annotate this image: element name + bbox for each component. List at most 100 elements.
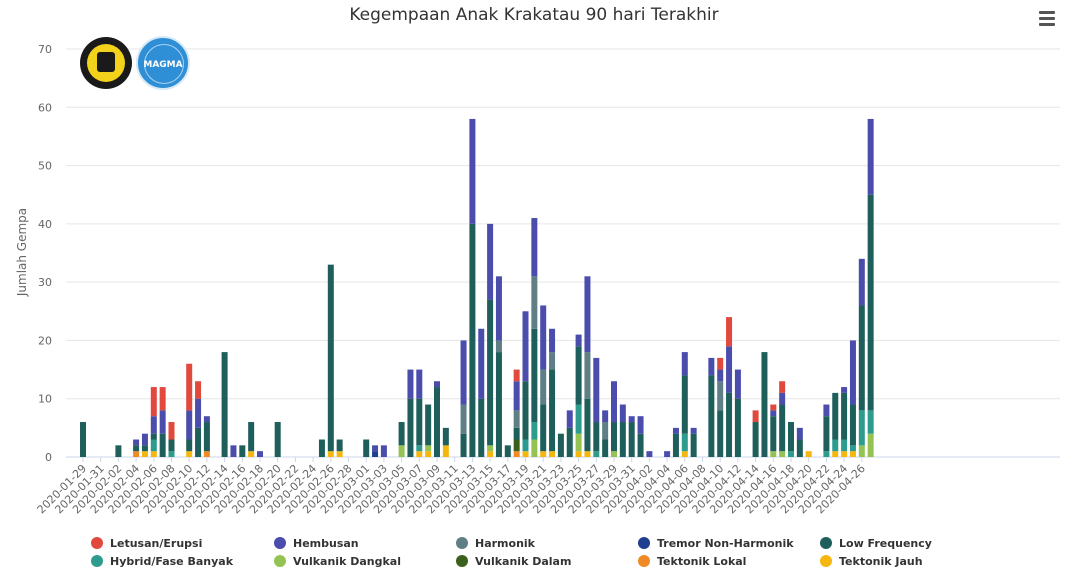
legend-swatch <box>91 555 103 567</box>
bar-segment <box>203 416 210 423</box>
bar-segment <box>575 346 582 405</box>
chart-menu-button[interactable] <box>1030 6 1064 30</box>
bar-segment <box>168 439 175 452</box>
bar-segment <box>849 445 856 452</box>
y-tick-label: 30 <box>38 276 52 289</box>
bar-segment <box>858 445 865 457</box>
bar-segment <box>416 445 423 452</box>
bar-segment <box>672 433 679 457</box>
bar-segment <box>141 451 148 457</box>
bar-segment <box>425 445 432 452</box>
bar-segment <box>849 404 856 446</box>
bar-segment <box>681 375 688 434</box>
bar-segment <box>460 404 467 434</box>
bar-segment <box>726 346 733 393</box>
legend-swatch <box>456 555 468 567</box>
magma-logo-ring <box>144 44 184 84</box>
bar-segment <box>681 352 688 376</box>
bar-segment <box>372 451 379 457</box>
bar-segment <box>611 451 617 457</box>
bar-segment <box>788 451 794 457</box>
bar-segment <box>841 392 848 440</box>
bar-segment <box>504 445 511 457</box>
bar-segment <box>186 363 193 411</box>
esdm-logo <box>80 37 132 89</box>
bar-segment <box>531 439 538 457</box>
legend-swatch <box>820 537 832 549</box>
y-tick-label: 50 <box>38 160 52 173</box>
bar-segment <box>549 352 556 370</box>
bar-segment <box>672 427 679 434</box>
bar-segment <box>761 352 768 457</box>
bar-segment <box>752 422 759 457</box>
y-tick-label: 10 <box>38 393 52 406</box>
bar-segment <box>230 445 237 457</box>
bar-segment <box>549 369 556 452</box>
bar-segment <box>336 439 343 452</box>
bar-segment <box>637 416 644 434</box>
bar-segment <box>734 398 741 457</box>
bar-segment <box>434 381 440 388</box>
y-axis-ticks: 0 10 20 30 40 50 60 70 <box>38 43 52 464</box>
bar-segment <box>540 404 547 452</box>
bar-segment <box>575 433 582 452</box>
bar-segment <box>646 451 653 457</box>
bar-segment <box>522 439 529 452</box>
bar-segment <box>248 451 255 457</box>
bar-segment <box>779 451 786 457</box>
bar-segment <box>531 422 538 440</box>
bar-segment <box>752 410 759 423</box>
bar-segment <box>221 352 228 457</box>
bar-segment <box>195 381 202 399</box>
bar-segment <box>593 422 600 452</box>
bar-segment <box>841 387 848 393</box>
bar-segment <box>398 422 405 446</box>
bar-segment <box>717 381 724 411</box>
legend-item-label: Hybrid/Fase Banyak <box>110 555 234 568</box>
bar-segment <box>858 305 865 411</box>
bar-segment <box>513 427 520 440</box>
bar-segment <box>380 445 387 457</box>
bar-segment <box>363 439 370 457</box>
bar-segment <box>540 451 547 457</box>
bar-segment <box>416 451 423 457</box>
legend-swatch <box>274 555 286 567</box>
legend-item-label: Low Frequency <box>839 537 932 550</box>
legend-item-label: Letusan/Erupsi <box>110 537 202 550</box>
bar-segment <box>159 387 166 411</box>
bar-segment <box>664 451 671 457</box>
bar-segment <box>540 369 547 405</box>
bar-segment <box>203 422 210 452</box>
magma-logo: MAGMA <box>136 36 190 90</box>
bar-segment <box>513 369 520 382</box>
legend-swatch <box>820 555 832 567</box>
legend-swatch <box>638 555 650 567</box>
bar-segment <box>796 427 803 440</box>
bar-segment <box>628 422 635 457</box>
bar-segment <box>460 340 467 405</box>
bar-segment <box>133 439 140 446</box>
bar-segment <box>531 276 538 329</box>
bar-segment <box>407 369 414 399</box>
bar-segment <box>593 451 600 457</box>
bar-segment <box>584 451 591 457</box>
bar-segment <box>150 387 157 417</box>
bar-segment <box>805 451 812 457</box>
bar-segment <box>602 439 609 457</box>
bar-segment <box>575 404 582 434</box>
bar-segment <box>495 340 502 353</box>
bar-segment <box>203 451 210 457</box>
bar-segment <box>478 328 485 399</box>
bar-segment <box>186 439 193 452</box>
bar-segment <box>584 352 591 399</box>
bar-segment <box>841 439 848 452</box>
bar-segment <box>513 451 520 457</box>
bar-segment <box>611 381 617 423</box>
bar-segment <box>487 223 494 300</box>
bar-segment <box>168 451 175 457</box>
bar-segment <box>540 305 547 370</box>
bar-segment <box>619 422 626 457</box>
bar-segment <box>469 223 476 457</box>
bar-segment <box>141 433 148 446</box>
